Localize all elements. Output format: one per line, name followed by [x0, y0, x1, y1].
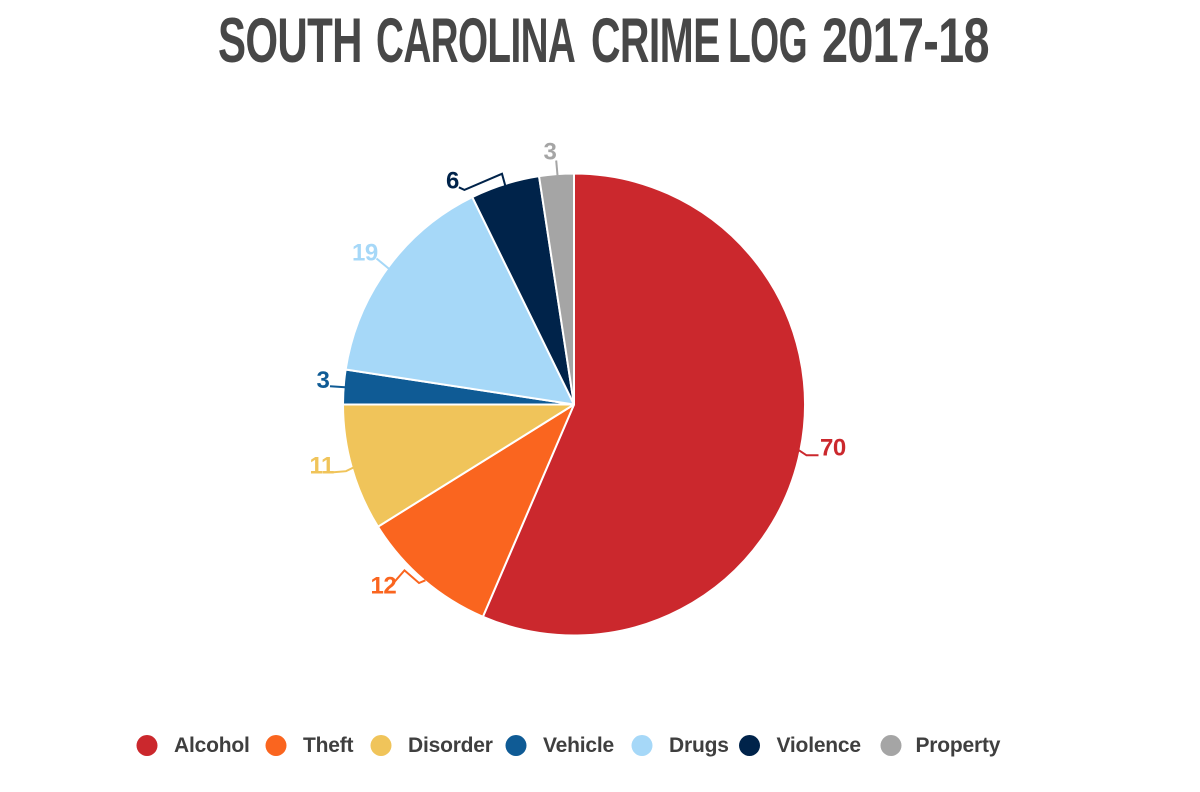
- svg-text:19: 19: [352, 240, 378, 267]
- svg-text:70: 70: [820, 435, 846, 462]
- svg-text:3: 3: [544, 139, 557, 166]
- svg-text:Vehicle: Vehicle: [543, 734, 614, 757]
- svg-text:3: 3: [317, 367, 330, 394]
- svg-text:Violence: Violence: [777, 734, 861, 757]
- svg-text:11: 11: [310, 453, 335, 480]
- svg-text:12: 12: [371, 573, 397, 600]
- svg-text:Alcohol: Alcohol: [174, 734, 250, 757]
- svg-text:Drugs: Drugs: [669, 734, 729, 757]
- svg-text:Theft: Theft: [303, 734, 354, 757]
- svg-text:Property: Property: [916, 734, 1001, 757]
- svg-text:Disorder: Disorder: [408, 734, 493, 757]
- svg-text:6: 6: [446, 168, 459, 195]
